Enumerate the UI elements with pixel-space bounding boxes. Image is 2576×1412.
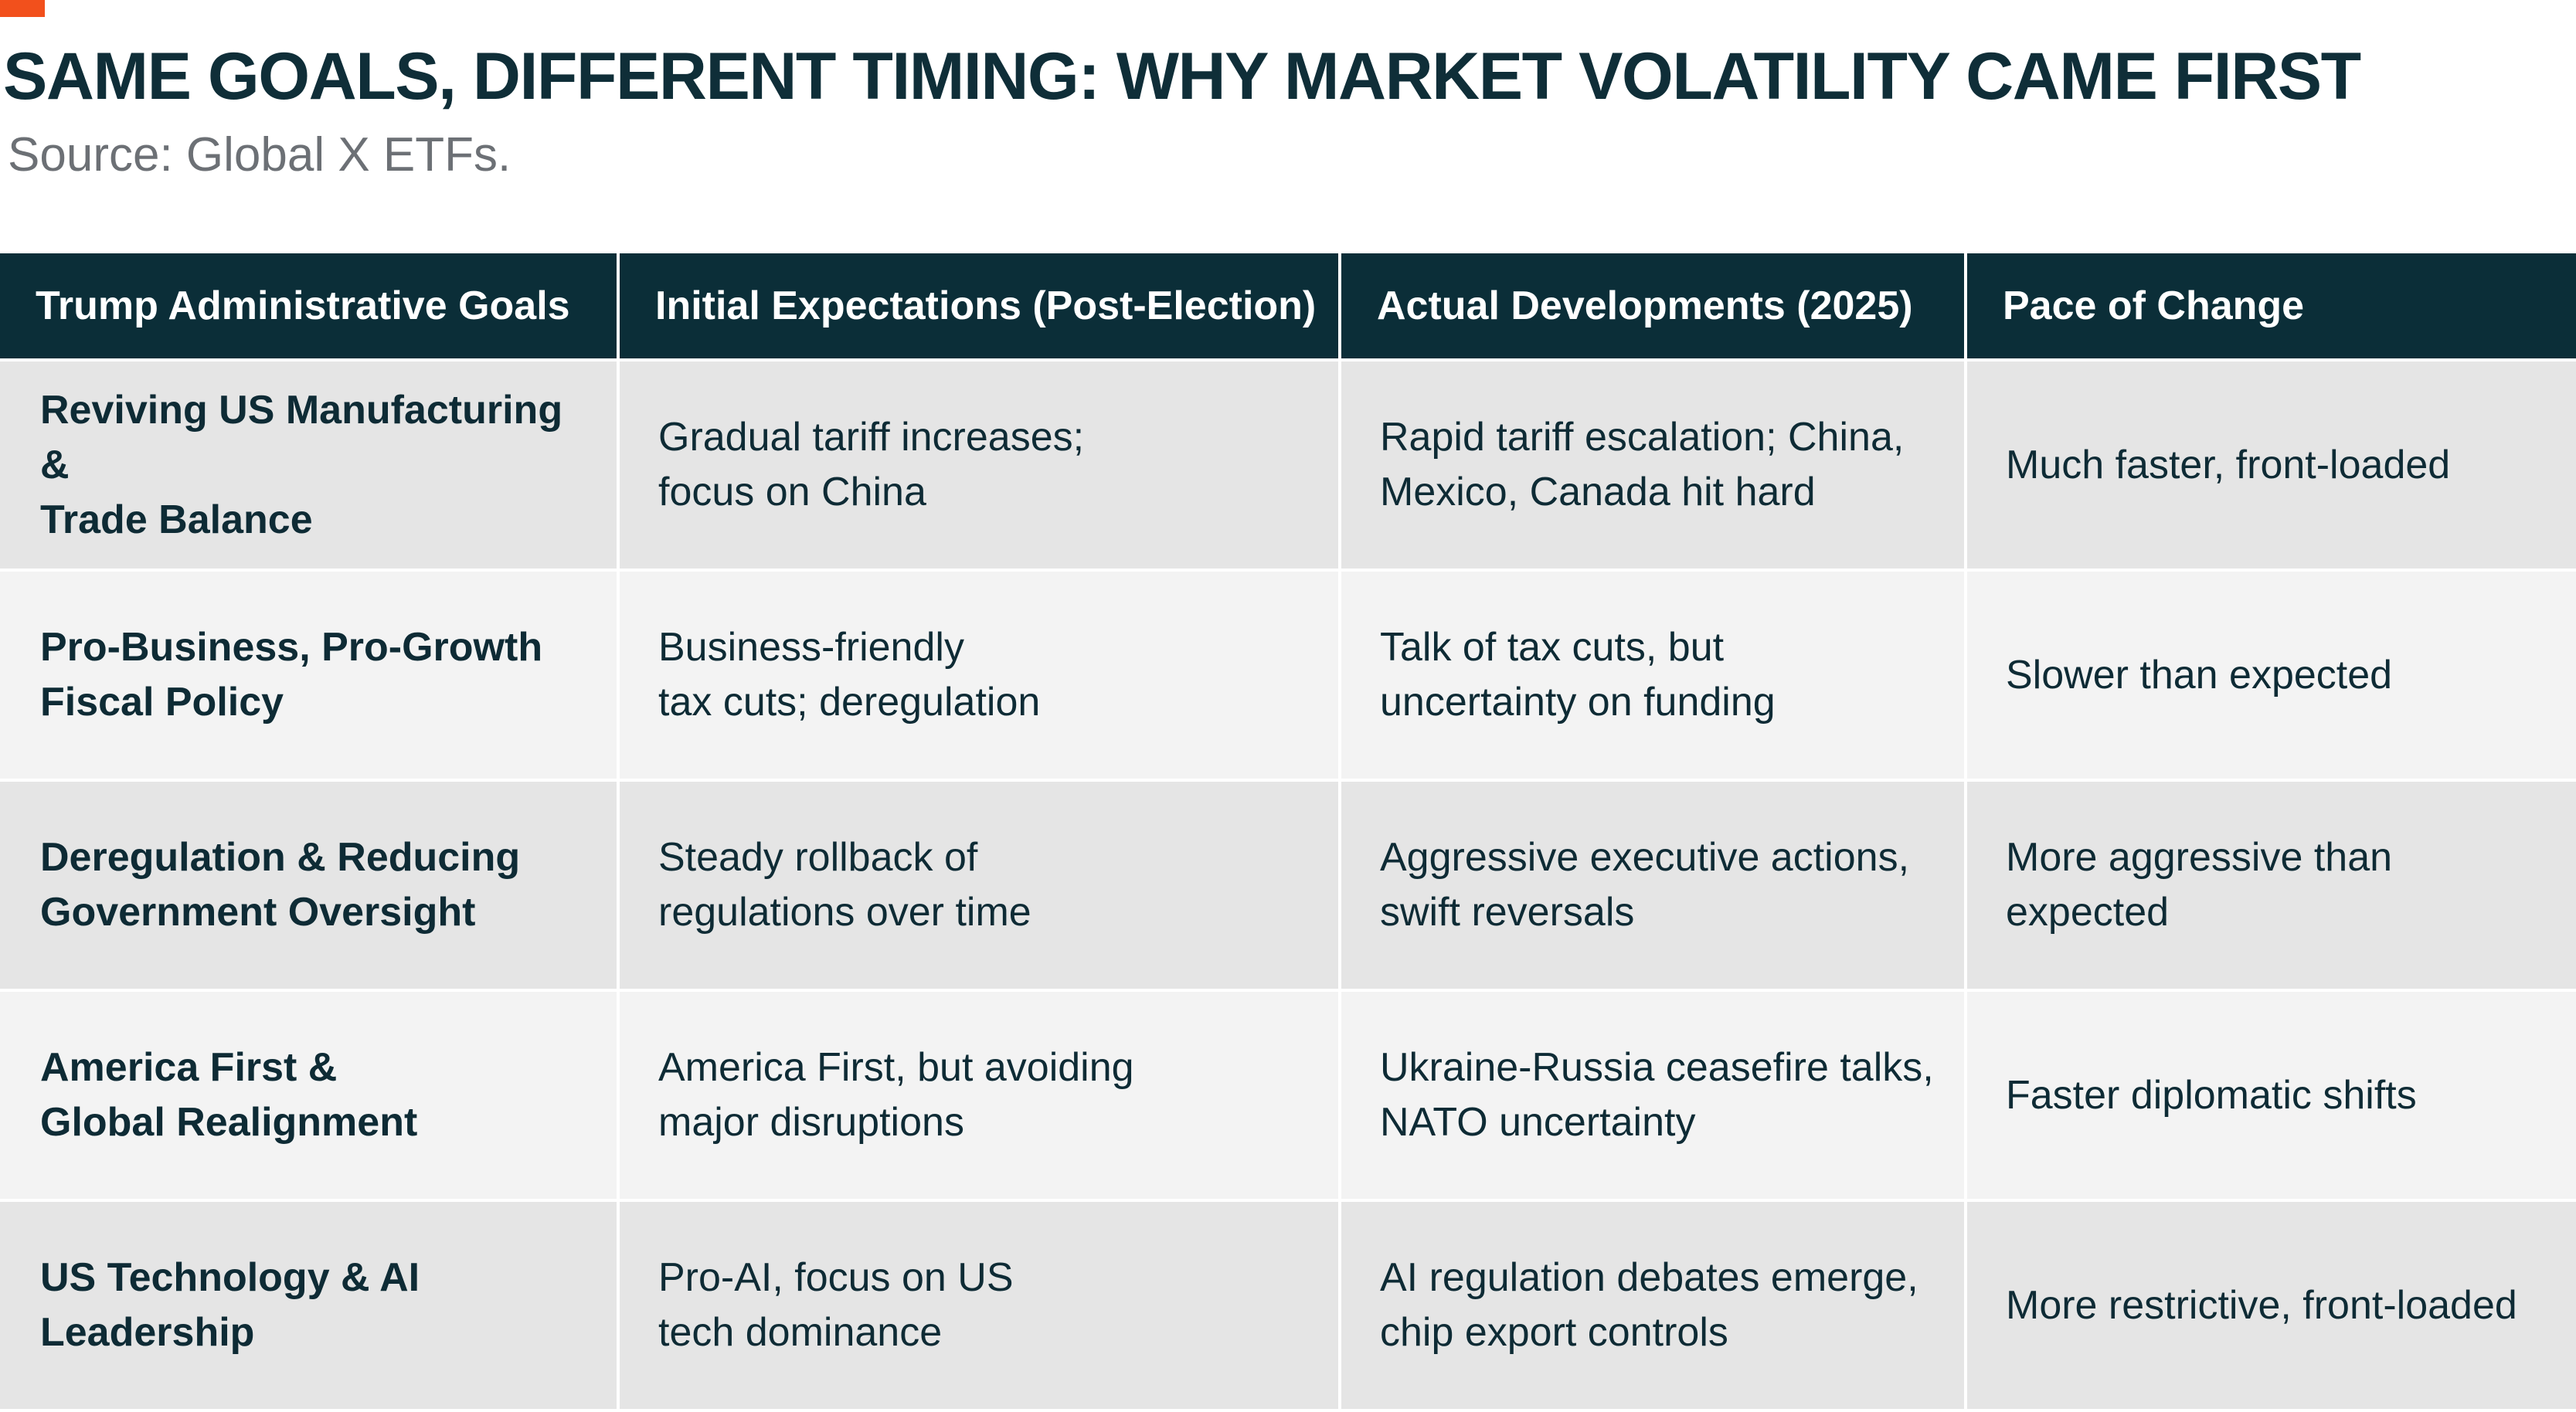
expectation-cell: America First, but avoiding major disrup… <box>620 992 1341 1202</box>
expectation-cell: Gradual tariff increases; focus on China <box>620 361 1341 572</box>
column-header-developments: Actual Developments (2025) <box>1341 253 1967 361</box>
pace-cell: Much faster, front-loaded <box>1967 361 2576 572</box>
pace-cell: Faster diplomatic shifts <box>1967 992 2576 1202</box>
goal-cell: America First & Global Realignment <box>0 992 620 1202</box>
pace-cell: More restrictive, front-loaded <box>1967 1202 2576 1412</box>
development-cell: Talk of tax cuts, but uncertainty on fun… <box>1341 572 1967 782</box>
comparison-table: Trump Administrative Goals Initial Expec… <box>0 253 2576 1412</box>
source-note: Source: Global X ETFs. <box>8 128 511 182</box>
pace-cell: More aggressive than expected <box>1967 782 2576 992</box>
pace-cell: Slower than expected <box>1967 572 2576 782</box>
column-header-goals: Trump Administrative Goals <box>0 253 620 361</box>
accent-bar <box>0 0 45 17</box>
page-title: SAME GOALS, DIFFERENT TIMING: WHY MARKET… <box>3 39 2361 114</box>
goal-cell: Reviving US Manufacturing & Trade Balanc… <box>0 361 620 572</box>
column-header-pace: Pace of Change <box>1967 253 2576 361</box>
development-cell: Ukraine-Russia ceasefire talks, NATO unc… <box>1341 992 1967 1202</box>
development-cell: Rapid tariff escalation; China, Mexico, … <box>1341 361 1967 572</box>
development-cell: AI regulation debates emerge, chip expor… <box>1341 1202 1967 1412</box>
expectation-cell: Pro-AI, focus on US tech dominance <box>620 1202 1341 1412</box>
development-cell: Aggressive executive actions, swift reve… <box>1341 782 1967 992</box>
expectation-cell: Business-friendly tax cuts; deregulation <box>620 572 1341 782</box>
goal-cell: Pro-Business, Pro-Growth Fiscal Policy <box>0 572 620 782</box>
column-header-expectations: Initial Expectations (Post-Election) <box>620 253 1341 361</box>
expectation-cell: Steady rollback of regulations over time <box>620 782 1341 992</box>
goal-cell: Deregulation & Reducing Government Overs… <box>0 782 620 992</box>
goal-cell: US Technology & AI Leadership <box>0 1202 620 1412</box>
